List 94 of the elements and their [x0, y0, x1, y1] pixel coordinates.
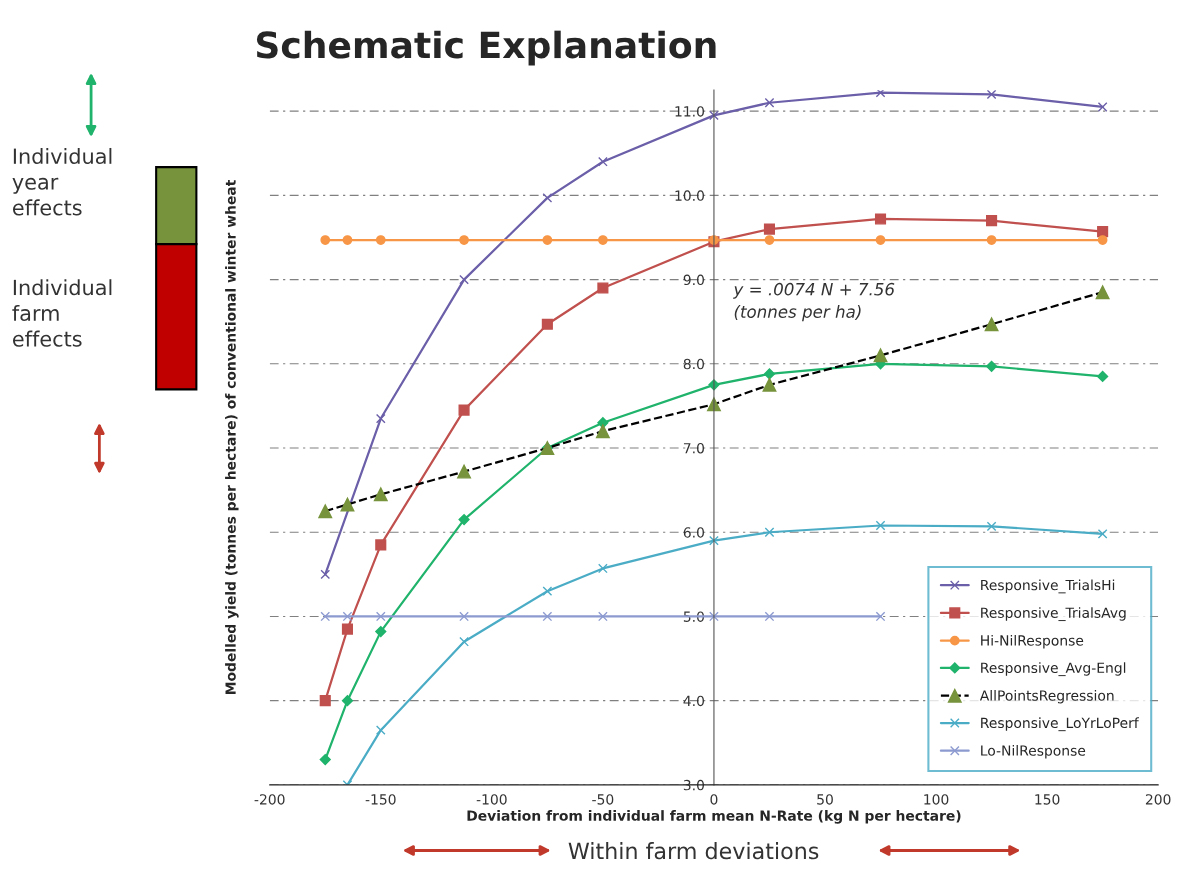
- point: [1097, 226, 1109, 238]
- point: [875, 520, 886, 531]
- point: [873, 348, 888, 363]
- point: [598, 611, 608, 622]
- point: [597, 282, 609, 294]
- legend-label: Responsive_LoYrLoPerf: [981, 717, 1139, 732]
- point: [375, 235, 386, 245]
- point: [986, 235, 997, 245]
- x-tick-label: -200: [254, 794, 285, 805]
- y-tick-label: 6.0: [683, 527, 704, 538]
- x-tick-label: -150: [365, 794, 396, 805]
- point: [318, 504, 333, 519]
- point: [598, 156, 608, 167]
- legend-label: Responsive_Avg-Engl: [981, 662, 1126, 677]
- text: Individual year effects: [12, 147, 112, 216]
- point: [459, 274, 469, 285]
- annotation: y = .0074 N + 7.56 (tonnes per ha): [733, 282, 895, 322]
- point: [320, 569, 331, 580]
- point: [763, 223, 776, 235]
- point: [375, 725, 386, 735]
- y-tick-label: 7.0: [683, 443, 704, 454]
- point: [764, 611, 775, 622]
- point: [541, 318, 553, 330]
- legend-label: Lo-NilResponse: [981, 745, 1086, 759]
- point: [542, 586, 553, 597]
- point: [319, 695, 331, 707]
- x-tick-label: 100: [924, 794, 949, 805]
- point: [986, 521, 997, 532]
- point: [709, 611, 719, 622]
- y-tick-label: 11.0: [675, 106, 704, 117]
- point: [375, 611, 386, 622]
- point: [375, 626, 387, 638]
- point: [875, 611, 886, 622]
- point: [598, 563, 608, 574]
- chart-title: Schematic Explanation: [256, 30, 716, 66]
- point: [458, 404, 470, 416]
- point: [459, 235, 469, 245]
- point: [375, 539, 387, 551]
- y-axis-title: Modelled yield (tonnes per hectare) of conventional winter wheat: [225, 179, 239, 695]
- point: [341, 623, 354, 635]
- point: [598, 235, 608, 245]
- x-tick-label: -50: [592, 794, 614, 805]
- point: [320, 235, 331, 245]
- point: [1097, 102, 1108, 112]
- point: [986, 215, 998, 227]
- point: [319, 754, 331, 766]
- y-tick-label: 8.0: [683, 358, 704, 370]
- legend-label: Hi-NilResponse: [981, 634, 1084, 649]
- point: [542, 611, 553, 622]
- point: [342, 235, 353, 245]
- text: Within farm deviations: [568, 842, 819, 860]
- y-tick-label: 9.0: [683, 274, 704, 286]
- point: [764, 235, 775, 245]
- point: [875, 90, 886, 98]
- point: [459, 611, 469, 622]
- point: [320, 611, 331, 622]
- point: [764, 527, 775, 538]
- point: [764, 97, 775, 108]
- y-tick-label: 10.0: [675, 190, 704, 201]
- legend-label: Responsive_TrialsHi: [981, 579, 1115, 594]
- point: [709, 535, 719, 546]
- text: Individual farm effects: [12, 279, 112, 347]
- point: [341, 695, 354, 707]
- point: [985, 360, 998, 372]
- point: [458, 514, 470, 526]
- point: [762, 377, 777, 392]
- point: [457, 464, 472, 479]
- point: [986, 90, 997, 100]
- x-axis-title: Deviation from individual farm mean N-Rate (kg N per hectare): [467, 810, 961, 824]
- point: [763, 368, 776, 380]
- point: [874, 213, 887, 225]
- point: [1097, 529, 1108, 539]
- x-tick-label: 50: [817, 794, 833, 805]
- point: [542, 193, 553, 203]
- legend-label: Responsive_TrialsAvg: [981, 607, 1126, 622]
- point: [459, 636, 469, 647]
- point: [375, 413, 386, 424]
- x-tick-label: 0: [710, 794, 718, 805]
- point: [1097, 235, 1108, 245]
- point: [373, 487, 388, 502]
- point: [342, 611, 353, 622]
- legend-label: AllPointsRegression: [979, 689, 1114, 704]
- x-tick-label: 200: [1145, 794, 1171, 805]
- point: [1095, 285, 1110, 300]
- x-tick-label: 150: [1035, 794, 1060, 805]
- y-tick-label: 4.0: [683, 695, 704, 707]
- point: [709, 110, 719, 121]
- point: [340, 497, 355, 512]
- point: [1097, 370, 1109, 383]
- point: [595, 424, 610, 439]
- point: [875, 235, 886, 245]
- x-tick-label: -100: [476, 794, 507, 805]
- point: [984, 317, 999, 332]
- point: [542, 235, 553, 245]
